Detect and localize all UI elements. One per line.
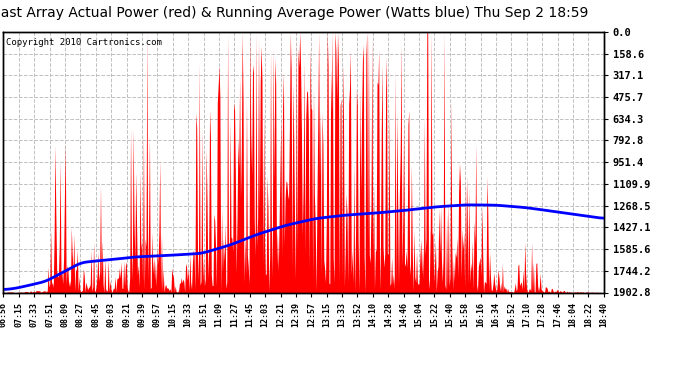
Text: Copyright 2010 Cartronics.com: Copyright 2010 Cartronics.com <box>6 38 162 47</box>
Text: East Array Actual Power (red) & Running Average Power (Watts blue) Thu Sep 2 18:: East Array Actual Power (red) & Running … <box>0 6 588 20</box>
